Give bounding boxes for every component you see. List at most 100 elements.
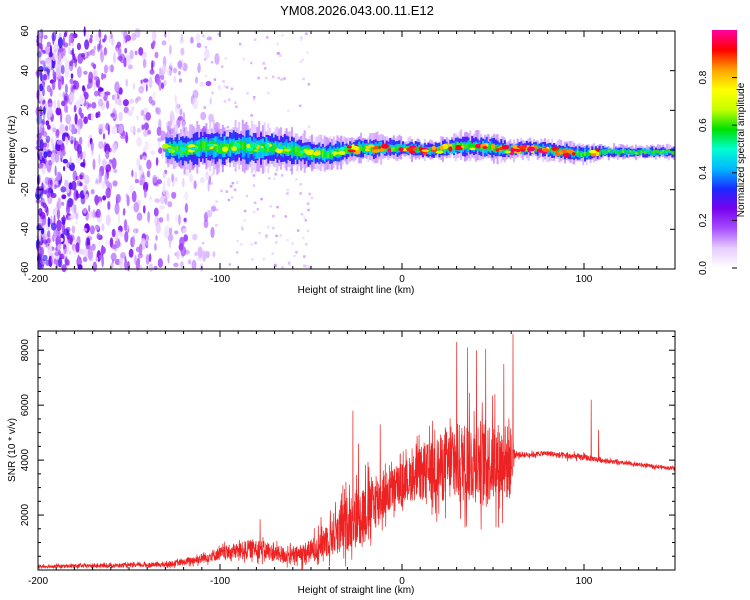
noise-blob	[155, 157, 159, 166]
noise-blob	[61, 75, 64, 85]
noise-dot	[236, 239, 239, 243]
noise-blob	[142, 58, 146, 69]
noise-blob	[77, 175, 80, 181]
noise-blob	[133, 202, 140, 213]
ridge-cell	[647, 151, 650, 154]
noise-blob	[36, 72, 41, 77]
noise-blob	[130, 125, 136, 134]
noise-blob	[184, 191, 189, 201]
noise-dot	[235, 105, 238, 108]
ridge-cell	[362, 146, 364, 152]
noise-dot	[234, 101, 237, 104]
ridge-peak	[421, 149, 430, 153]
ridge-cell	[331, 151, 333, 158]
noise-blob	[135, 246, 141, 253]
noise-blob	[54, 184, 57, 190]
noise-blob	[118, 111, 123, 122]
noise-dot	[262, 61, 265, 65]
noise-blob	[143, 129, 149, 137]
noise-blob	[123, 219, 128, 232]
ridge-cell	[227, 143, 230, 151]
ridge-peak	[495, 148, 500, 152]
noise-dot	[302, 77, 305, 81]
ridge-peak	[189, 146, 198, 151]
noise-blob	[114, 81, 120, 93]
noise-blob	[69, 136, 75, 141]
noise-blob	[153, 207, 159, 217]
noise-blob	[82, 256, 88, 262]
noise-dot	[227, 198, 231, 202]
ridge-peak	[409, 145, 417, 149]
noise-blob	[160, 82, 165, 89]
snr-xtick-label: -200	[28, 576, 48, 587]
noise-blob	[129, 98, 135, 104]
noise-blob	[61, 100, 66, 107]
noise-blob	[52, 127, 57, 133]
noise-blob	[57, 37, 64, 49]
noise-blob	[127, 110, 133, 117]
noise-dot	[265, 234, 268, 237]
ridge-cell	[625, 150, 628, 156]
noise-blob	[143, 188, 147, 199]
noise-blob	[169, 110, 175, 122]
ridge-cell	[205, 141, 208, 152]
noise-dot	[306, 202, 310, 205]
ridge-cell	[604, 151, 606, 156]
noise-blob	[180, 261, 184, 269]
ridge-peak	[162, 143, 169, 149]
noise-dot	[295, 251, 298, 254]
noise-blob	[37, 163, 44, 169]
noise-blob	[212, 251, 216, 258]
noise-blob	[208, 175, 212, 186]
ridge-cell	[263, 143, 266, 152]
spec-ytick-label: -60	[20, 261, 31, 276]
noise-blob	[152, 91, 157, 99]
noise-blob	[154, 215, 159, 227]
ridge-peak	[379, 147, 385, 152]
ridge-cell	[178, 145, 181, 154]
colorbar-tick-label: 0.0	[698, 261, 709, 275]
noise-blob	[138, 86, 144, 94]
noise-blob	[101, 223, 105, 232]
noise-blob	[45, 120, 50, 126]
noise-blob	[39, 139, 44, 152]
ridge-cell	[660, 151, 663, 154]
ridge-cell	[538, 146, 541, 150]
noise-blob	[190, 36, 194, 44]
noise-blob	[97, 43, 101, 52]
noise-blob	[182, 177, 185, 188]
ridge-cell	[460, 142, 463, 148]
noise-blob	[117, 56, 121, 61]
noise-blob	[206, 36, 213, 41]
ridge-cell	[296, 146, 299, 154]
ridge-cell	[271, 144, 273, 154]
spec-ytick-label: -40	[20, 222, 31, 237]
noise-blob	[95, 224, 100, 231]
ridge-peak	[501, 144, 510, 150]
ridge-cell	[369, 146, 372, 152]
noise-blob	[202, 250, 207, 262]
noise-blob	[172, 67, 178, 74]
ridge-cell	[671, 148, 674, 154]
noise-blob	[124, 259, 128, 271]
noise-blob	[75, 99, 81, 109]
ridge-peak	[168, 146, 172, 150]
ridge-cell	[616, 151, 619, 154]
noise-blob	[138, 243, 143, 256]
noise-blob	[184, 203, 189, 213]
noise-blob	[71, 225, 76, 234]
noise-blob	[61, 264, 67, 273]
noise-blob	[61, 149, 66, 157]
noise-blob	[108, 65, 112, 71]
ridge-cell	[505, 148, 508, 153]
noise-dot	[242, 58, 246, 61]
noise-dot	[265, 236, 268, 239]
noise-blob	[143, 181, 149, 193]
noise-blob	[146, 159, 152, 170]
noise-dot	[253, 201, 257, 204]
noise-dot	[215, 224, 218, 227]
noise-blob	[134, 50, 138, 56]
noise-blob	[166, 177, 171, 187]
noise-dot	[211, 91, 214, 95]
